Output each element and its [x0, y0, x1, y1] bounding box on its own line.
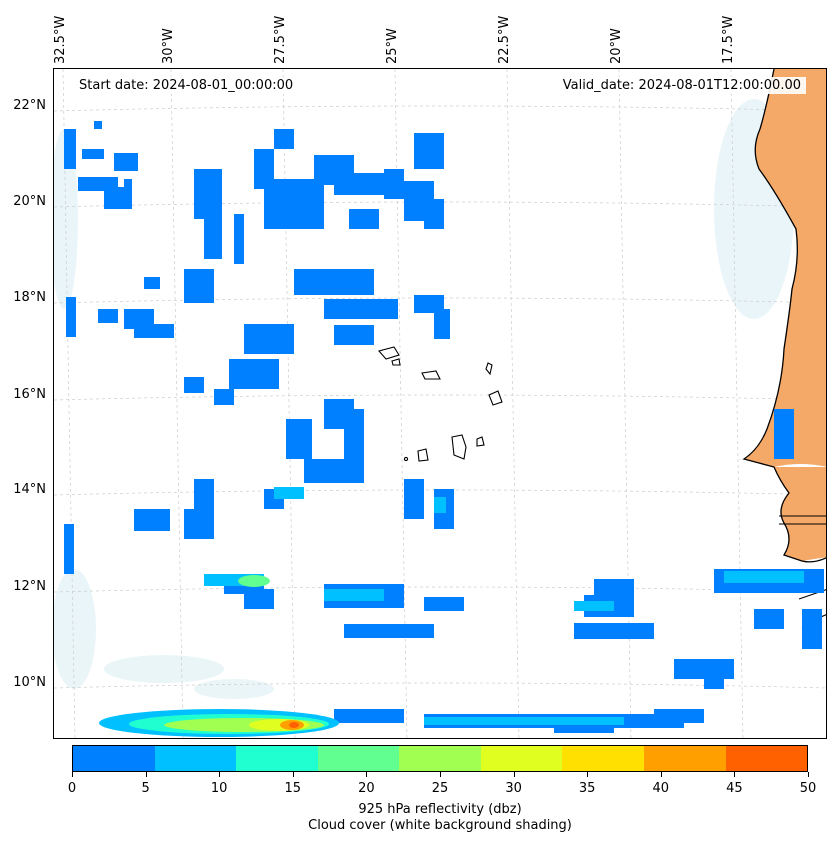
gridlines: [54, 69, 826, 738]
colorbar-label: 925 hPa reflectivity (dbz): [358, 802, 522, 817]
colorbar-segment: [643, 746, 726, 771]
reflectivity-moderate: [204, 487, 804, 725]
colorbar-tick-mark: [219, 772, 221, 777]
colorbar-tick-mark: [808, 772, 809, 777]
colorbar-segment: [480, 746, 563, 771]
colorbar-segment: [154, 746, 237, 771]
latitude-label: 12°N: [13, 579, 46, 594]
start-date-label: Start date: 2024-08-01_00:00:00: [74, 77, 299, 94]
colorbar-tick-label: 40: [652, 781, 670, 796]
parallel-gridline: [54, 394, 826, 401]
meridian-gridline: [506, 69, 520, 738]
colorbar-segment: [399, 746, 481, 771]
longitude-label: 30°W: [161, 28, 176, 64]
valid-date-label: Valid_date: 2024-08-01T12:00:00.00: [557, 77, 806, 94]
colorbar-tick-mark: [440, 772, 441, 777]
colorbar-tick-label: 25: [431, 781, 449, 796]
colorbar-segment: [73, 746, 155, 771]
colorbar-tick-label: 45: [726, 781, 743, 796]
colorbar-tick-label: 10: [210, 781, 228, 796]
latitude-label: 18°N: [13, 290, 46, 305]
cloud-cover-shading: [54, 99, 794, 699]
gambia-river-coast: [779, 515, 826, 630]
reflectivity-shading: [64, 121, 824, 733]
parallel-gridline: [54, 105, 826, 112]
colorbar-tick-label: 35: [578, 781, 596, 796]
latitude-label: 16°N: [13, 387, 46, 402]
colorbar-tick-label: 5: [141, 781, 150, 796]
longitude-label: 17.5°W: [721, 15, 736, 64]
colorbar-tick-mark: [145, 772, 147, 777]
latitude-label: 22°N: [13, 98, 46, 113]
colorbar-sublabel: Cloud cover (white background shading): [308, 818, 572, 833]
colorbar-segment: [236, 746, 318, 771]
longitude-label: 20°W: [609, 28, 624, 64]
cape-verde-islands: [378, 346, 503, 462]
latitude-label: 10°N: [13, 675, 46, 690]
colorbar-tick-mark: [513, 772, 515, 777]
colorbar-tick-mark: [660, 772, 662, 777]
african-landmass: [744, 69, 826, 467]
longitude-label: 27.5°W: [273, 15, 288, 64]
colorbar-segment: [725, 746, 808, 771]
map-panel[interactable]: Start date: 2024-08-01_00:00:00 Valid_da…: [53, 68, 827, 739]
meridian-gridline: [62, 69, 76, 738]
colorbar-segment: [562, 746, 644, 771]
colorbar-tick-label: 50: [799, 781, 817, 796]
colorbar-segment: [317, 746, 400, 771]
parallel-gridline: [54, 489, 826, 496]
colorbar-tick-label: 15: [284, 781, 302, 796]
colorbar-tick-mark: [72, 772, 73, 777]
colorbar-tick-mark: [366, 772, 368, 777]
longitude-label: 25°W: [385, 28, 400, 64]
parallel-gridline: [54, 297, 826, 304]
latitude-label: 20°N: [13, 194, 46, 209]
meridian-gridline: [170, 69, 184, 738]
coastline: [742, 69, 826, 563]
colorbar: [72, 745, 808, 772]
colorbar-tick-label: 30: [505, 781, 522, 796]
colorbar-tick-mark: [734, 772, 736, 777]
meridian-gridline: [282, 69, 296, 738]
african-landmass-south: [774, 467, 826, 561]
map-canvas: [54, 69, 826, 738]
reflectivity-strong-band: [99, 575, 339, 737]
colorbar-tick-label: 0: [67, 781, 77, 796]
colorbar-tick-mark: [292, 772, 294, 777]
colorbar-tick-mark: [587, 772, 589, 777]
meridian-gridline: [730, 69, 744, 738]
longitude-label: 32.5°W: [53, 15, 68, 64]
latitude-label: 14°N: [13, 482, 46, 497]
parallel-gridline: [54, 201, 826, 208]
parallel-gridline: [54, 682, 826, 689]
colorbar-tick-label: 20: [358, 781, 375, 796]
longitude-label: 22.5°W: [497, 15, 512, 64]
parallel-gridline: [54, 586, 826, 593]
